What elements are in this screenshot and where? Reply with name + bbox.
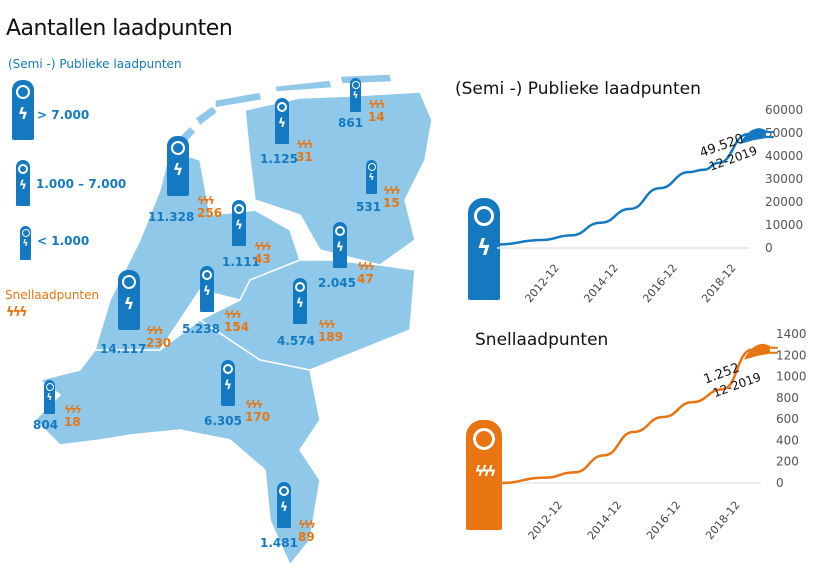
- public-xtick-label: 2012-12: [522, 262, 562, 306]
- groningen-public: 861: [338, 116, 364, 130]
- pin-zuid-holland-icon: ϟ: [118, 270, 140, 330]
- public-xtick-label: 2014-12: [581, 262, 621, 306]
- fast-ytick-label: 0: [776, 476, 784, 490]
- fast-ytick-label: 1200: [776, 348, 807, 362]
- limburg-public: 1.481: [260, 536, 298, 550]
- chart-fast-title: Snellaadpunten: [475, 330, 609, 350]
- fast-ytick-label: 400: [776, 433, 799, 447]
- utrecht-public: 5.238: [182, 322, 220, 336]
- noord-brabant-fast: ϟϟϟ 170: [245, 398, 271, 424]
- friesland-public: 1.125: [260, 152, 298, 166]
- legend-pin-small-icon: ϟ: [20, 226, 31, 260]
- public-charger-icon: ϟ: [468, 198, 500, 300]
- map-islands: [177, 73, 393, 148]
- limburg-fast: ϟϟϟ 89: [298, 518, 316, 544]
- fast-charge-icon: ϟϟϟ: [6, 305, 28, 320]
- map-north: [244, 91, 433, 266]
- zuid-holland-fast: ϟϟϟ 230: [146, 324, 172, 350]
- public-ytick-label: 50000: [765, 126, 803, 140]
- noord-holland-public: 11.328: [148, 210, 195, 224]
- gelderland-public: 4.574: [277, 334, 315, 348]
- chart-public-title: (Semi -) Publieke laadpunten: [455, 79, 701, 99]
- public-series-line: [497, 132, 749, 246]
- legend-small-label: < 1.000: [37, 234, 90, 248]
- friesland-fast: ϟϟϟ 31: [296, 138, 314, 164]
- fast-ytick-label: 800: [776, 391, 799, 405]
- flevoland-public: 1.111: [222, 255, 260, 269]
- fast-plug-icon: [743, 343, 770, 360]
- overijssel-fast: ϟϟϟ 47: [357, 260, 375, 286]
- legend-pin-medium-icon: ϟ: [16, 160, 30, 206]
- pin-utrecht-icon: ϟ: [200, 266, 214, 312]
- page-title: Aantallen laadpunten: [6, 16, 233, 41]
- drenthe-public: 531: [356, 200, 382, 214]
- fast-xtick-label: 2018-12: [703, 499, 743, 543]
- pin-friesland-icon: ϟ: [275, 98, 289, 144]
- legend-medium-label: 1.000 – 7.000: [36, 177, 127, 191]
- overijssel-public: 2.045: [318, 276, 356, 290]
- fast-ytick-label: 200: [776, 455, 799, 469]
- pin-drenthe-icon: ϟ: [366, 160, 377, 194]
- public-ytick-label: 60000: [765, 103, 803, 117]
- map-south: [33, 319, 321, 567]
- fast-charger-icon: ϟϟϟ: [466, 420, 502, 530]
- legend-public-title: (Semi -) Publieke laadpunten: [8, 57, 182, 71]
- public-ytick-label: 10000: [765, 218, 803, 232]
- utrecht-fast: ϟϟϟ 154: [224, 308, 250, 334]
- pin-groningen-icon: ϟ: [350, 78, 361, 112]
- pin-flevoland-icon: ϟ: [232, 200, 246, 246]
- pin-noord-brabant-icon: ϟ: [221, 360, 235, 406]
- public-ytick-label: 20000: [765, 195, 803, 209]
- groningen-fast: ϟϟϟ 14: [368, 98, 386, 124]
- pin-limburg-icon: ϟ: [277, 482, 291, 528]
- gelderland-fast: ϟϟϟ 189: [318, 318, 344, 344]
- public-xtick-label: 2016-12: [640, 262, 680, 306]
- flevoland-fast: ϟϟϟ 43: [254, 240, 272, 266]
- public-ytick-label: 30000: [765, 172, 803, 186]
- pin-noord-holland-icon: ϟ: [167, 136, 189, 196]
- zeeland-fast: ϟϟϟ 18: [64, 403, 82, 429]
- noord-brabant-public: 6.305: [204, 414, 242, 428]
- noord-holland-fast: ϟϟϟ 256: [197, 194, 223, 220]
- fast-ytick-label: 1000: [776, 370, 807, 384]
- netherlands-map: [33, 73, 433, 567]
- public-ytick-label: 40000: [765, 149, 803, 163]
- fast-xtick-label: 2016-12: [644, 499, 684, 543]
- fast-xtick-label: 2014-12: [585, 499, 625, 543]
- fast-xtick-label: 2012-12: [526, 499, 566, 543]
- zuid-holland-public: 14.117: [100, 342, 147, 356]
- zeeland-public: 804: [33, 418, 59, 432]
- fast-ytick-label: 600: [776, 412, 799, 426]
- legend-pin-large-icon: ϟ: [12, 80, 34, 140]
- legend-large-label: > 7.000: [37, 108, 90, 122]
- pin-zeeland-icon: ϟ: [44, 380, 55, 414]
- public-xtick-label: 2018-12: [699, 262, 739, 306]
- public-ytick-label: 0: [765, 241, 773, 255]
- legend-fast-title: Snellaadpunten: [5, 288, 100, 302]
- drenthe-fast: ϟϟϟ 15: [383, 184, 401, 210]
- pin-gelderland-icon: ϟ: [293, 278, 307, 324]
- fast-ytick-label: 1400: [776, 327, 807, 341]
- pin-overijssel-icon: ϟ: [333, 222, 347, 268]
- public-plug-icon: [739, 128, 766, 145]
